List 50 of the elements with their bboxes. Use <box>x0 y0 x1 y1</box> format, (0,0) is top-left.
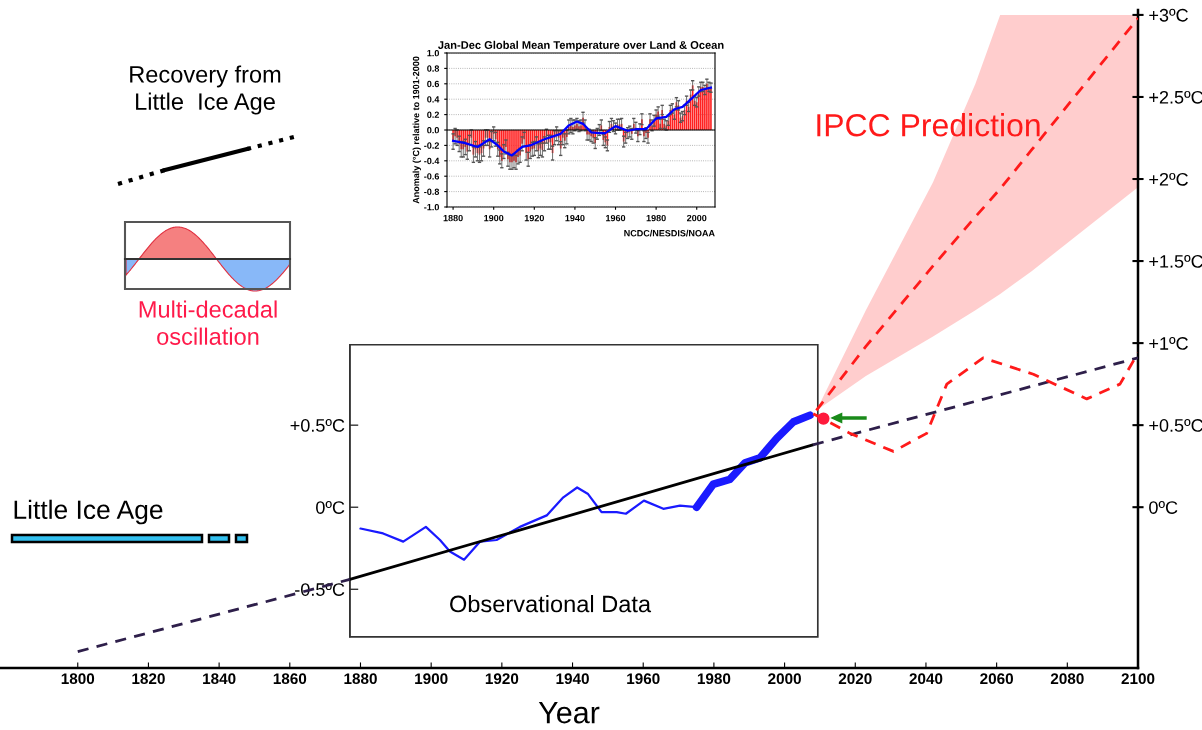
y-tick-label: 0.6 <box>427 80 440 88</box>
x-tick-label: 1940 <box>556 673 589 685</box>
x-tick-label: 1920 <box>485 673 519 685</box>
y-tick-label: 0.0 <box>427 126 439 134</box>
x-tick-label: 2000 <box>768 673 801 685</box>
y2-tick-label: 0ºC <box>316 501 345 514</box>
x-tick-label: 2000 <box>687 214 707 222</box>
y2-tick-label: +0.5ºC <box>290 419 345 432</box>
y2-tick-label: -0.5ºC <box>295 583 345 596</box>
annotation: NCDC/NESDIS/NOAA <box>624 229 715 237</box>
y-tick-label: -0.6 <box>424 173 440 180</box>
chart-title: Jan-Dec Global Mean Temperature over Land & Ocean <box>438 40 724 52</box>
y-tick-label: +1ºC <box>1149 337 1188 350</box>
y-tick-label: -0.8 <box>424 188 440 195</box>
annotation: Multi-decadal oscillation <box>139 300 277 345</box>
x-tick-label: 1980 <box>697 673 731 685</box>
x-tick-label: 2100 <box>1121 673 1155 685</box>
x-tick-label: 2080 <box>1050 673 1084 685</box>
x-tick-label: 2040 <box>909 673 943 685</box>
y-tick-label: -0.4 <box>424 157 440 165</box>
y-tick-label: 0ºC <box>1149 501 1178 514</box>
y-tick-label: 0.8 <box>427 65 440 72</box>
x-tick-label: 1840 <box>203 673 236 685</box>
x-tick-label: 1800 <box>61 673 95 685</box>
x-tick-label: 1880 <box>344 673 377 685</box>
x-tick-label: 2060 <box>980 673 1013 685</box>
y-tick-label: -1.0 <box>424 203 439 211</box>
x-tick-label: 1980 <box>646 214 666 222</box>
y-tick-label: +3ºC <box>1149 8 1188 22</box>
annotation: Little Ice Age <box>14 499 163 525</box>
x-tick-label: 1940 <box>565 214 585 222</box>
x-tick-label: 1900 <box>484 214 504 222</box>
y-tick-label: 0.2 <box>427 111 439 118</box>
annotation: IPCC Prediction <box>817 113 1040 137</box>
x-axis-title: Year <box>538 702 600 724</box>
x-tick-label: 2020 <box>838 673 872 685</box>
annotation: Recovery from Little Ice Age <box>130 65 281 115</box>
annotation: Observational Data <box>450 594 652 613</box>
x-tick-label: 1860 <box>273 673 307 685</box>
y-tick-label: -0.2 <box>424 142 439 149</box>
x-tick-label: 1900 <box>415 673 448 685</box>
y-tick-label: +2ºC <box>1149 172 1188 186</box>
y-tick-label: 1.0 <box>427 49 439 57</box>
x-tick-label: 1960 <box>627 673 660 685</box>
x-tick-label: 1820 <box>132 673 165 685</box>
x-tick-label: 1920 <box>524 214 544 222</box>
x-tick-label: 1880 <box>443 214 463 222</box>
y-tick-label: 0.4 <box>427 96 440 103</box>
x-tick-label: 1960 <box>606 214 626 222</box>
y-axis-title: Anomaly (°C) relative to 1901-2000 <box>412 56 422 204</box>
